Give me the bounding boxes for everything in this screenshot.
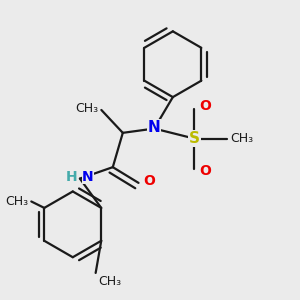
Text: O: O	[200, 99, 211, 113]
Text: CH₃: CH₃	[98, 275, 122, 288]
Text: CH₃: CH₃	[5, 195, 28, 208]
Text: N: N	[148, 120, 161, 135]
Text: CH₃: CH₃	[230, 132, 253, 145]
Text: CH₃: CH₃	[75, 102, 98, 115]
Text: O: O	[200, 164, 211, 178]
Text: H: H	[66, 170, 78, 184]
Text: N: N	[82, 170, 94, 184]
Text: S: S	[189, 131, 200, 146]
Text: O: O	[144, 175, 156, 188]
